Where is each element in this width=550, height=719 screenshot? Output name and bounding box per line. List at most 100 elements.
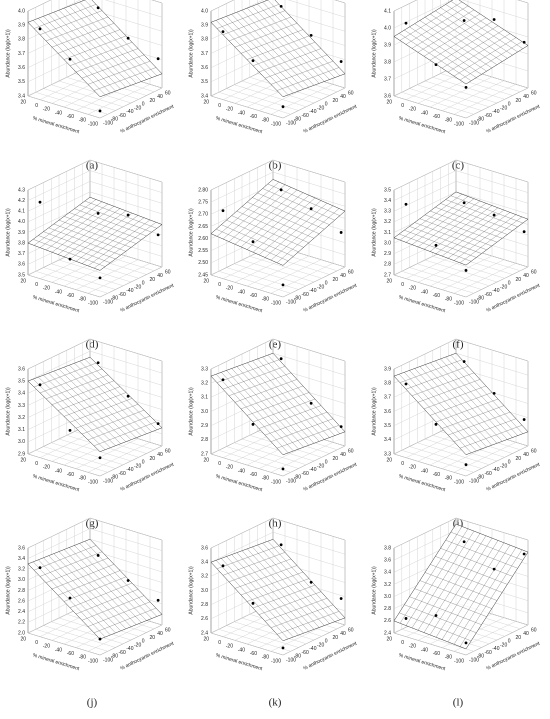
panel-label: (b) [269, 160, 282, 172]
x-tick-label: -100 [88, 300, 98, 306]
grid-line [58, 175, 132, 283]
z-tick-label: 2.8 [201, 437, 208, 443]
grid-line [226, 182, 299, 290]
data-point [339, 60, 343, 63]
z-tick-label: 3.5 [384, 423, 391, 429]
y-tick-label: -20 [500, 105, 507, 111]
mesh-line [33, 362, 97, 388]
x-tick-label: -40 [55, 647, 62, 653]
x-tick-label: 0 [218, 640, 221, 646]
mesh-line [450, 1, 523, 49]
data-point [279, 4, 283, 8]
x-tick-label: -100 [88, 479, 98, 485]
z-tick-label: 3.6 [18, 545, 25, 551]
mesh-line [262, 188, 335, 221]
panel-label: (g) [86, 518, 99, 530]
z-tick-label: 3.4 [201, 559, 208, 565]
data-point [156, 233, 160, 237]
data-point [38, 383, 42, 387]
grid-line [432, 171, 505, 279]
z-axis-label: Abundance (log(x+1)) [371, 208, 377, 257]
x-tick-label: -20 [43, 286, 50, 292]
x-tick-label: -100 [454, 121, 464, 127]
grid-line [35, 7, 108, 115]
grid-line [241, 175, 315, 283]
mesh-line [79, 204, 152, 233]
x-tick-label: -100 [88, 121, 98, 127]
grid-line [393, 548, 467, 656]
z-tick-label: 3.6 [201, 65, 208, 71]
data-point [434, 63, 438, 67]
x-tick-label: -80 [445, 118, 452, 124]
y-tick-label: -100 [469, 478, 479, 484]
grid-line [27, 548, 101, 656]
y-tick-label: 40 [340, 452, 346, 458]
y-tick-label: -100 [103, 478, 113, 484]
data-point [434, 422, 438, 426]
x-tick-label: -60 [67, 293, 74, 299]
x-tick-label: -40 [55, 289, 62, 295]
surface [210, 0, 346, 98]
z-tick-label: 2.2 [18, 620, 25, 626]
x-tick-label: -40 [238, 647, 245, 653]
z-tick-label: 3.4 [384, 198, 391, 204]
z-tick-label: 2.65 [198, 224, 208, 230]
grid-line [424, 175, 498, 283]
y-tick-label: -20 [134, 284, 141, 290]
x-tick-label: -80 [79, 655, 86, 661]
x-tick-label: -20 [43, 465, 50, 471]
panel-label: (j) [87, 697, 98, 709]
x-tick-label: 20 [20, 278, 26, 284]
mesh-line [84, 541, 157, 617]
grid-line [218, 186, 291, 294]
data-point [492, 18, 496, 21]
data-point [156, 598, 160, 602]
z-tick-label: 3.7 [201, 51, 208, 57]
mesh-line [267, 183, 340, 216]
x-tick-label: 0 [218, 461, 221, 467]
z-tick-label: 2.7 [201, 451, 208, 457]
y-tick-label: -80 [477, 475, 484, 481]
x-tick-label: 20 [203, 636, 209, 642]
panel: 3.43.53.63.73.83.94.0-100-80-60-40-20020… [5, 0, 175, 172]
grid-line [401, 544, 474, 652]
y-tick-label: 40 [157, 631, 163, 637]
x-tick-label: 0 [401, 282, 404, 288]
grid-line [218, 365, 291, 473]
y-tick-label: 0 [508, 639, 511, 645]
data-point [96, 361, 100, 365]
mesh-line [216, 545, 280, 569]
x-tick-label: -40 [238, 468, 245, 474]
data-point [464, 269, 468, 272]
y-tick-label: 0 [325, 281, 328, 287]
x-tick-label: -40 [421, 468, 428, 474]
y-tick-label: 60 [165, 269, 171, 275]
data-point [126, 36, 130, 40]
grid-line [417, 178, 490, 286]
z-tick-label: 2.7 [384, 272, 391, 278]
z-tick-label: 2.70 [198, 212, 208, 218]
panel: 2.72.82.93.03.13.23.33.43.5-100-80-60-40… [371, 159, 541, 351]
x-tick-label: -20 [226, 644, 233, 650]
z-tick-label: 3.5 [18, 272, 25, 278]
grid-line [210, 11, 284, 119]
y-tick-label: -40 [492, 467, 499, 473]
data-point [221, 564, 225, 568]
y-tick-label: -80 [111, 475, 118, 481]
z-tick-label: 4.0 [384, 25, 391, 31]
mesh-line [262, 1, 335, 78]
z-tick-label: 3.6 [384, 557, 391, 563]
y-tick-label: 60 [531, 90, 537, 96]
grid-line [210, 548, 284, 656]
y-tick-label: -100 [469, 657, 479, 663]
data-point [339, 425, 343, 429]
data-point [464, 86, 468, 89]
data-point [404, 617, 408, 620]
y-tick-label: -40 [492, 288, 499, 294]
x-tick-label: -80 [79, 476, 86, 482]
grid-line [27, 170, 163, 201]
z-tick-label: 2.75 [198, 199, 208, 205]
mesh-line [262, 356, 335, 436]
grid-line [210, 0, 346, 12]
